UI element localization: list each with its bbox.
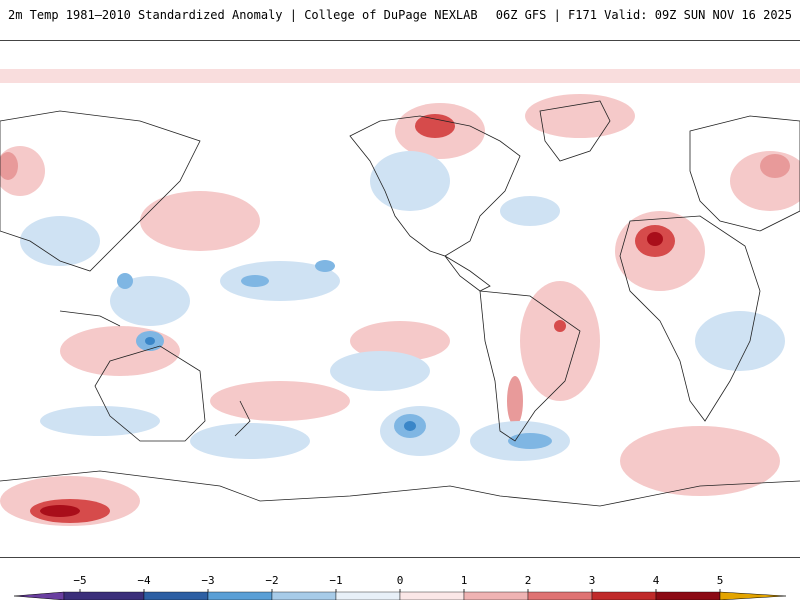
coastlines [0,100,800,507]
colorbar-min-arrow [13,591,65,600]
colorbar-tick-label: −3 [201,574,215,587]
colorbar-ticks [79,589,721,592]
colorbar-tick-label: −5 [73,574,87,587]
colorbar-tick-label: −4 [137,574,151,587]
colorbar-segment [271,591,337,600]
strong-cool-anomalies [117,260,552,449]
model-run-info: 06Z GFS | F171 Valid: 09Z SUN NOV 16 202… [495,8,792,22]
colorbar-tick-label: 3 [588,574,596,587]
anomaly-map-svg [0,41,800,557]
arctic-warm-band [0,69,800,83]
colorbar-tick-label: 0 [396,574,404,587]
south-america-outline [479,290,581,442]
strong-warm-anomalies [0,114,790,523]
colorbar-tick-label: 5 [716,574,724,587]
map-title: 2m Temp 1981–2010 Standardized Anomaly |… [8,8,478,22]
greenland-outline [539,100,611,162]
asia-outline [0,110,201,272]
antarctica-coast [0,470,800,507]
colorbar-segment [399,591,465,600]
colorbar-segment [143,591,209,600]
colorbar-segment [207,591,273,600]
colorbar-segment [463,591,529,600]
colorbar-segment [527,591,593,600]
anomaly-map [0,40,800,558]
colorbar-svg [13,589,787,600]
colorbar-tick-label: −2 [265,574,279,587]
australia-outline [94,345,206,442]
north-america-outline [349,115,521,257]
colorbar-tick-label: 2 [524,574,532,587]
colorbar-max-arrow [719,591,787,600]
colorbar-segment [655,591,721,600]
africa-outline [619,215,761,422]
colorbar-tick-label: 1 [460,574,468,587]
header: 2m Temp 1981–2010 Standardized Anomaly |… [0,0,800,30]
colorbar: −5 −4 −3 −2 −1 0 1 2 3 4 5 [0,570,800,600]
colorbar-tick-label: −1 [329,574,343,587]
colorbar-segment [335,591,401,600]
europe-outline [689,115,800,232]
central-america-outline [444,255,491,292]
colorbar-segment [63,591,145,600]
islands-outline [59,310,121,327]
new-zealand-outline [234,400,251,437]
colorbar-segments [13,591,787,600]
cool-anomalies [20,151,785,461]
colorbar-segment [591,591,657,600]
colorbar-tick-label: 4 [652,574,660,587]
